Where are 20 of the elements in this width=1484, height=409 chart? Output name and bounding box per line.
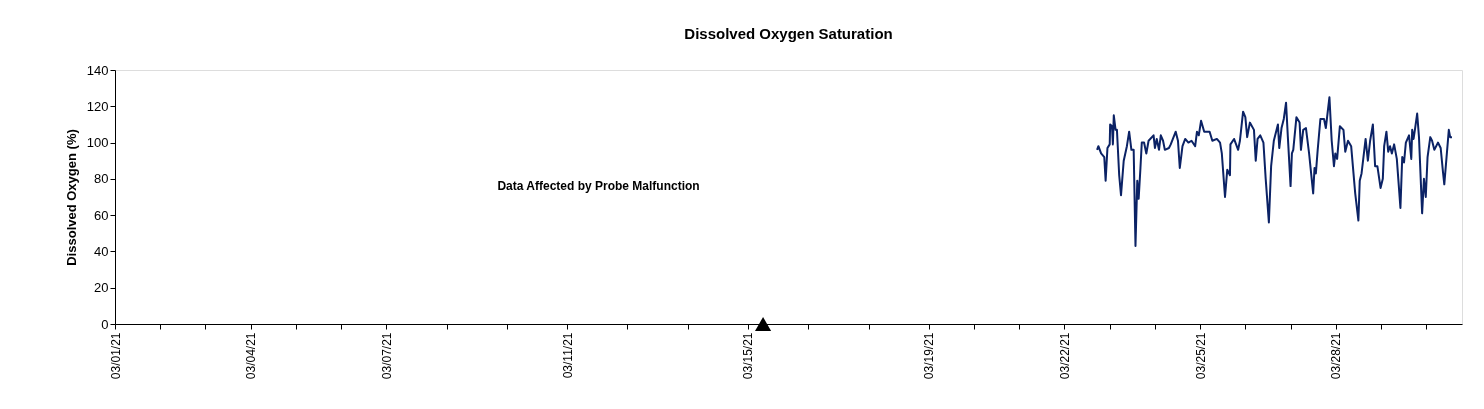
y-tick-label: 80 xyxy=(94,171,109,187)
x-tick-label: 03/22/21 xyxy=(1057,332,1072,380)
x-tick-label: 03/01/21 xyxy=(108,332,123,380)
x-tick-label: 03/07/21 xyxy=(379,332,394,380)
y-tick-label: 100 xyxy=(86,135,109,151)
y-tick-label: 0 xyxy=(101,316,109,332)
x-tick-label: 03/28/21 xyxy=(1329,332,1344,380)
y-axis-title: Dissolved Oxygen (%) xyxy=(63,129,79,266)
y-tick-label: 140 xyxy=(86,62,109,78)
annotation: Data Affected by Probe Malfunction xyxy=(497,179,700,194)
x-tick-label: 03/19/21 xyxy=(922,332,937,380)
y-tick-label: 60 xyxy=(94,207,109,223)
x-tick-label: 03/25/21 xyxy=(1193,332,1208,380)
y-tick-label: 40 xyxy=(94,243,109,259)
chart-title: Dissolved Oxygen Saturation xyxy=(684,25,893,42)
x-tick-label: 03/15/21 xyxy=(741,332,756,380)
x-tick-label: 03/11/21 xyxy=(560,332,575,379)
x-tick-label: 03/04/21 xyxy=(244,332,259,380)
y-tick-label: 120 xyxy=(86,98,109,114)
y-tick-label: 20 xyxy=(94,280,109,296)
